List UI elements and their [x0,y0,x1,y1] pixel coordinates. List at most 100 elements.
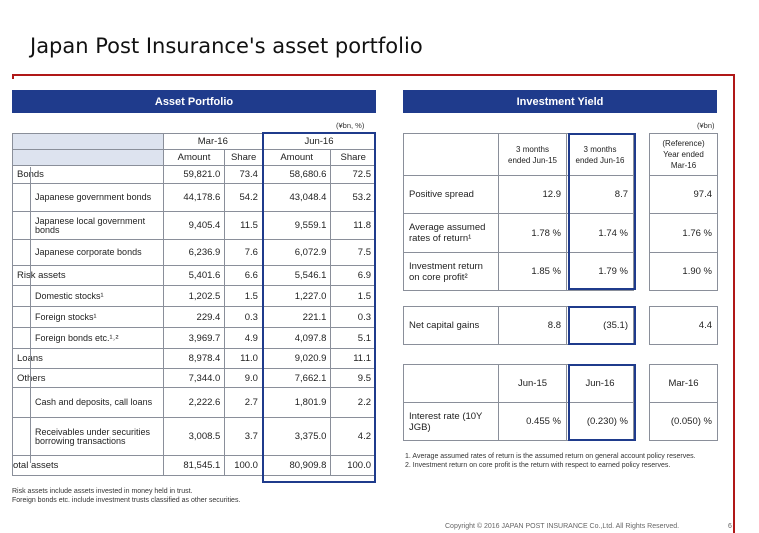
cell-value: 4.2 [330,417,376,456]
cell-value: 81,545.1 [162,455,226,476]
gap-cell [633,364,650,403]
page-number: 6 [728,523,732,530]
row-label: Loans [12,348,164,369]
cell-value: 6.9 [330,265,376,286]
cell-value: 6,236.9 [162,239,226,266]
row-label: Average assumed rates of return¹ [403,213,499,253]
yield-note: 1. Average assumed rates of return is th… [405,453,696,460]
cell-value: 3.7 [224,417,263,456]
table-row: Bonds 59,821.0 73.4 58,680.6 72.5 [12,165,376,184]
cell-value: 1.85 % [498,252,567,291]
cell-value: 80,909.8 [261,455,332,476]
slide-title: Japan Post Insurance's asset portfolio [30,34,423,58]
gap-cell [633,252,650,291]
cell-value: 1.79 % [566,252,634,291]
cell-value: 43,048.4 [261,183,332,212]
cell-value: 97.4 [649,175,718,214]
gap-cell [633,213,650,253]
cell-value: 0.3 [224,306,263,328]
yield-notes: 1. Average assumed rates of return is th… [405,452,717,470]
cell-value: 7,662.1 [261,368,332,388]
table-row: Net capital gains 8.8 (35.1) 4.4 [403,306,718,345]
yield-corner-cell [403,133,499,176]
cell-value: 6,072.9 [261,239,332,266]
table-row: Receivables under securities borrowing t… [12,417,376,456]
table-row: Positive spread 12.9 8.7 97.4 [403,175,718,214]
row-label: Risk assets [12,265,164,286]
table-row: Risk assets 5,401.6 6.6 5,546.1 6.9 [12,265,376,286]
row-label: Receivables under securities borrowing t… [12,417,164,456]
col-jun15-3m: 3 months ended Jun-15 [498,133,567,176]
cell-value: 9,559.1 [261,211,332,240]
row-label: otal assets [12,455,164,476]
cell-value: 100.0 [330,455,376,476]
row-label: Net capital gains [403,306,499,345]
row-label: Others [12,368,164,388]
slide-frame-corner [12,74,14,79]
table-row: Interest rate (10Y JGB) 0.455 % (0.230) … [403,402,718,441]
col-amount: Amount [162,149,226,166]
indent-divider [30,167,31,463]
cell-value: 53.2 [330,183,376,212]
rate-corner-cell [403,364,499,403]
cell-value: 4,097.8 [261,327,332,349]
row-label: Cash and deposits, call loans [12,387,164,418]
cell-value: 9,405.4 [162,211,226,240]
col-rate-jun15: Jun-15 [498,364,567,403]
cell-value: 1.78 % [498,213,567,253]
asset-portfolio-header: Asset Portfolio [12,90,376,113]
cell-value: 1,801.9 [261,387,332,418]
asset-footnotes: Risk assets include assets invested in m… [12,487,240,505]
footnote: Foreign bonds etc. include investment tr… [12,497,241,504]
cell-value: 8.7 [566,175,634,214]
col-mar16-ref: (Reference) Year ended Mar-16 [649,133,718,176]
cell-value: 8,978.4 [162,348,226,369]
cell-value: (0.050) % [649,402,718,441]
cell-value: 1.74 % [566,213,634,253]
gap-cell [633,402,650,441]
cell-value: 8.8 [498,306,567,345]
cell-value: 9.5 [330,368,376,388]
table-row: Japanese government bonds 44,178.6 54.2 … [12,183,376,212]
cell-value: 1.5 [330,285,376,307]
table-row: Foreign stocks¹ 229.4 0.3 221.1 0.3 [12,306,376,328]
cell-value: 7,344.0 [162,368,226,388]
col-share: Share [224,149,263,166]
asset-portfolio-table: Mar-16 Jun-16 Amount Share Amount Share … [12,133,377,476]
cell-value: 1.76 % [649,213,718,253]
cell-value: 3,008.5 [162,417,226,456]
row-label: Domestic stocks¹ [12,285,164,307]
cell-value: 2.7 [224,387,263,418]
table-row: Average assumed rates of return¹ 1.78 % … [403,213,718,253]
row-label: Foreign bonds etc.¹˒² [12,327,164,349]
cell-value: 44,178.6 [162,183,226,212]
yield-note: 2. Investment return on core profit is t… [405,462,671,469]
cell-value: 11.5 [224,211,263,240]
cell-value: 0.3 [330,306,376,328]
cell-value: 3,969.7 [162,327,226,349]
cell-value: 5.1 [330,327,376,349]
gap-cell [633,175,650,214]
row-label: Japanese corporate bonds [12,239,164,266]
period-jun16: Jun-16 [261,133,377,150]
col-share: Share [330,149,376,166]
table-row: Investment return on core profit² 1.85 %… [403,252,718,291]
period-mar16: Mar-16 [162,133,263,150]
table-row: Japanese corporate bonds 6,236.9 7.6 6,0… [12,239,376,266]
investment-yield-header: Investment Yield [403,90,717,113]
table-row: Cash and deposits, call loans 2,222.6 2.… [12,387,376,418]
gap-cell [633,133,650,176]
table-row: Japanese local government bonds 9,405.4 … [12,211,376,240]
cell-value: 100.0 [224,455,263,476]
yield-unit-label: (¥bn) [697,121,715,130]
row-label: Bonds [12,165,164,184]
table-row: Foreign bonds etc.¹˒² 3,969.7 4.9 4,097.… [12,327,376,349]
col-jun16-3m: 3 months ended Jun-16 [566,133,634,176]
cell-value: 72.5 [330,165,376,184]
cell-value: 1,202.5 [162,285,226,307]
row-label: Interest rate (10Y JGB) [403,402,499,441]
cell-value: 11.0 [224,348,263,369]
table-row: Domestic stocks¹ 1,202.5 1.5 1,227.0 1.5 [12,285,376,307]
row-label: Japanese government bonds [12,183,164,212]
cell-value: (0.230) % [566,402,634,441]
